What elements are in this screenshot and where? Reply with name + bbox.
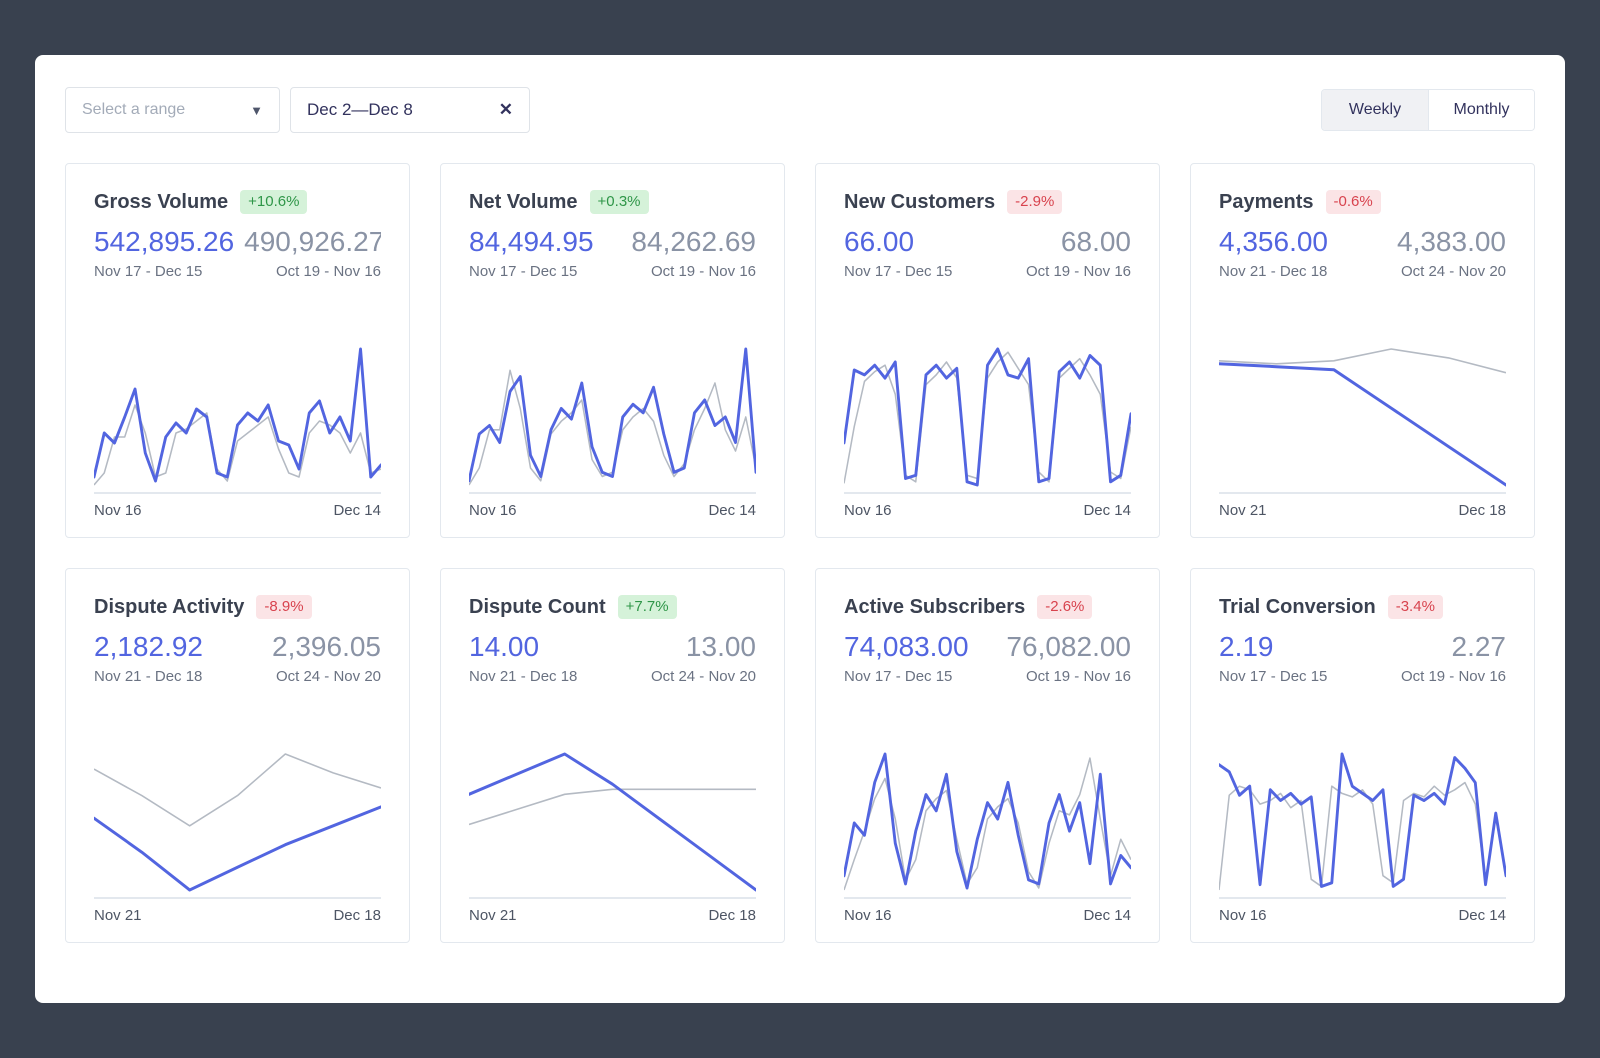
previous-period: Oct 19 - Nov 16 bbox=[650, 263, 756, 280]
toggle-monthly[interactable]: Monthly bbox=[1428, 90, 1534, 130]
chevron-down-icon: ▼ bbox=[250, 102, 263, 118]
dashboard-panel: Select a range ▼ Dec 2—Dec 8 ✕ Weekly Mo… bbox=[35, 55, 1565, 1003]
previous-period: Oct 24 - Nov 20 bbox=[275, 668, 381, 685]
x-end-label: Dec 14 bbox=[333, 502, 381, 519]
x-start-label: Nov 21 bbox=[1219, 502, 1267, 519]
previous-value: 490,926.27 bbox=[244, 226, 381, 257]
sparkline-chart bbox=[1219, 344, 1506, 494]
previous-period: Oct 19 - Nov 16 bbox=[275, 263, 381, 280]
current-period: Nov 17 - Dec 15 bbox=[844, 263, 953, 280]
previous-period: Oct 19 - Nov 16 bbox=[1025, 668, 1131, 685]
previous-period: Oct 19 - Nov 16 bbox=[1400, 668, 1506, 685]
date-range-value: Dec 2—Dec 8 bbox=[307, 100, 413, 119]
x-end-label: Dec 14 bbox=[708, 502, 756, 519]
x-start-label: Nov 16 bbox=[844, 907, 892, 924]
sparkline-chart bbox=[94, 749, 381, 899]
metric-card-dispute-activity: Dispute Activity -8.9% 2,182.92 2,396.05… bbox=[65, 568, 410, 943]
x-start-label: Nov 16 bbox=[844, 502, 892, 519]
change-badge: -0.6% bbox=[1325, 190, 1381, 214]
previous-value: 2,396.05 bbox=[272, 631, 381, 662]
current-value: 4,356.00 bbox=[1219, 226, 1328, 257]
x-end-label: Dec 18 bbox=[1458, 502, 1506, 519]
metric-card-payments: Payments -0.6% 4,356.00 4,383.00 Nov 21 … bbox=[1190, 163, 1535, 538]
metric-card-net-volume: Net Volume +0.3% 84,494.95 84,262.69 Nov… bbox=[440, 163, 785, 538]
previous-value: 4,383.00 bbox=[1397, 226, 1506, 257]
previous-value: 2.27 bbox=[1451, 631, 1507, 662]
previous-period: Oct 24 - Nov 20 bbox=[1400, 263, 1506, 280]
metric-card-new-customers: New Customers -2.9% 66.00 68.00 Nov 17 -… bbox=[815, 163, 1160, 538]
change-badge: +10.6% bbox=[240, 190, 308, 214]
current-period: Nov 21 - Dec 18 bbox=[1219, 263, 1328, 280]
change-badge: +0.3% bbox=[589, 190, 649, 214]
sparkline-chart bbox=[469, 344, 756, 494]
card-title: Gross Volume bbox=[94, 190, 229, 213]
current-period: Nov 17 - Dec 15 bbox=[1219, 668, 1328, 685]
current-value: 542,895.26 bbox=[94, 226, 235, 257]
current-period: Nov 21 - Dec 18 bbox=[94, 668, 203, 685]
current-period: Nov 17 - Dec 15 bbox=[94, 263, 203, 280]
sparkline-chart bbox=[844, 344, 1131, 494]
previous-value: 76,082.00 bbox=[1006, 631, 1131, 662]
metric-card-dispute-count: Dispute Count +7.7% 14.00 13.00 Nov 21 -… bbox=[440, 568, 785, 943]
x-end-label: Dec 14 bbox=[1458, 907, 1506, 924]
card-title: Active Subscribers bbox=[844, 595, 1026, 618]
metric-card-active-subscribers: Active Subscribers -2.6% 74,083.00 76,08… bbox=[815, 568, 1160, 943]
current-value: 2.19 bbox=[1219, 631, 1274, 662]
previous-value: 68.00 bbox=[1060, 226, 1131, 257]
x-start-label: Nov 21 bbox=[94, 907, 142, 924]
x-start-label: Nov 16 bbox=[94, 502, 142, 519]
previous-period: Oct 24 - Nov 20 bbox=[650, 668, 756, 685]
sparkline-chart bbox=[469, 749, 756, 899]
clear-icon[interactable]: ✕ bbox=[498, 100, 513, 119]
sparkline-chart bbox=[94, 344, 381, 494]
card-title: Payments bbox=[1219, 190, 1314, 213]
card-title: Net Volume bbox=[469, 190, 578, 213]
sparkline-chart bbox=[1219, 749, 1506, 899]
x-start-label: Nov 21 bbox=[469, 907, 517, 924]
range-select[interactable]: Select a range ▼ bbox=[65, 87, 280, 133]
current-value: 14.00 bbox=[469, 631, 540, 662]
date-range-field[interactable]: Dec 2—Dec 8 ✕ bbox=[290, 87, 530, 133]
current-value: 74,083.00 bbox=[844, 631, 969, 662]
card-title: New Customers bbox=[844, 190, 996, 213]
previous-value: 84,262.69 bbox=[631, 226, 756, 257]
sparkline-chart bbox=[844, 749, 1131, 899]
previous-value: 13.00 bbox=[685, 631, 756, 662]
current-value: 66.00 bbox=[844, 226, 915, 257]
current-period: Nov 21 - Dec 18 bbox=[469, 668, 578, 685]
change-badge: +7.7% bbox=[617, 595, 677, 619]
x-end-label: Dec 14 bbox=[1083, 502, 1131, 519]
toolbar: Select a range ▼ Dec 2—Dec 8 ✕ Weekly Mo… bbox=[65, 87, 1535, 133]
previous-period: Oct 19 - Nov 16 bbox=[1025, 263, 1131, 280]
card-title: Trial Conversion bbox=[1219, 595, 1376, 618]
current-value: 84,494.95 bbox=[469, 226, 594, 257]
x-end-label: Dec 14 bbox=[1083, 907, 1131, 924]
change-badge: -2.6% bbox=[1037, 595, 1093, 619]
period-toggle: Weekly Monthly bbox=[1321, 89, 1535, 131]
change-badge: -3.4% bbox=[1387, 595, 1443, 619]
metrics-grid: Gross Volume +10.6% 542,895.26 490,926.2… bbox=[65, 163, 1535, 943]
x-start-label: Nov 16 bbox=[469, 502, 517, 519]
card-title: Dispute Count bbox=[469, 595, 606, 618]
current-period: Nov 17 - Dec 15 bbox=[469, 263, 578, 280]
x-start-label: Nov 16 bbox=[1219, 907, 1267, 924]
current-value: 2,182.92 bbox=[94, 631, 203, 662]
metric-card-trial-conversion: Trial Conversion -3.4% 2.19 2.27 Nov 17 … bbox=[1190, 568, 1535, 943]
x-end-label: Dec 18 bbox=[333, 907, 381, 924]
x-end-label: Dec 18 bbox=[708, 907, 756, 924]
toggle-weekly[interactable]: Weekly bbox=[1322, 90, 1428, 130]
change-badge: -8.9% bbox=[256, 595, 312, 619]
range-select-label: Select a range bbox=[82, 101, 186, 118]
current-period: Nov 17 - Dec 15 bbox=[844, 668, 953, 685]
metric-card-gross-volume: Gross Volume +10.6% 542,895.26 490,926.2… bbox=[65, 163, 410, 538]
card-title: Dispute Activity bbox=[94, 595, 245, 618]
change-badge: -2.9% bbox=[1007, 190, 1063, 214]
